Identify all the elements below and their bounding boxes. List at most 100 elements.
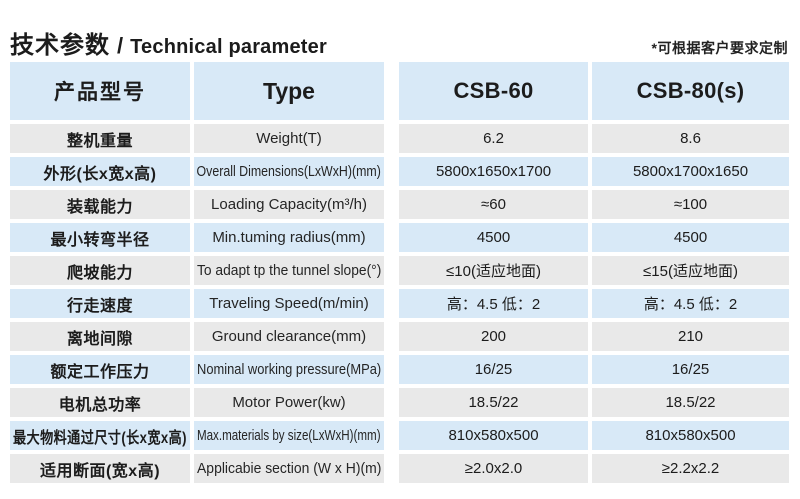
column-header-csb-60: CSB-60: [399, 62, 588, 120]
param-value-csb80: ≥2.2x2.2: [661, 460, 720, 477]
param-name-zh: 外形(长x宽x高): [43, 165, 157, 183]
param-name-en-cell: Applicabie section (W x H)(m): [194, 454, 384, 483]
param-name-zh-cell: 装载能力: [10, 190, 190, 219]
table-row: 装载能力 Loading Capacity(m³/h): [10, 190, 384, 219]
param-value-csb60-cell: 高：4.5 低：2: [399, 289, 588, 318]
left-table-header-row: 产品型号 Type: [10, 62, 384, 120]
table-row: 整机重量 Weight(T): [10, 124, 384, 153]
param-value-csb60-cell: ≈60: [399, 190, 588, 219]
left-table-body: 整机重量 Weight(T) 外形(长x宽x高) Overall Dimensi…: [10, 124, 384, 487]
param-value-csb80-cell: 210: [592, 322, 789, 351]
param-value-csb60: ≤10(适应地面): [446, 263, 541, 280]
param-name-zh: 额定工作压力: [50, 363, 150, 381]
param-value-csb80-cell: 5800x1700x1650: [592, 157, 789, 186]
page-title-english: Technical parameter: [130, 36, 327, 58]
param-value-csb80: ≈100: [673, 196, 708, 213]
title-separator: /: [117, 33, 124, 58]
right-table-body: 6.2 8.6 5800x1650x1700 5800x1700x1650 ≈6…: [399, 124, 789, 487]
param-value-csb60: 4500: [476, 229, 511, 246]
param-value-csb80-cell: ≈100: [592, 190, 789, 219]
param-name-en: Weight(T): [256, 130, 322, 147]
customization-note: *可根据客户要求定制: [651, 40, 788, 56]
param-name-zh: 离地间隙: [66, 330, 133, 348]
param-value-csb60-cell: 200: [399, 322, 588, 351]
param-name-en-cell: Loading Capacity(m³/h): [194, 190, 384, 219]
param-name-zh-cell: 最小转弯半径: [10, 223, 190, 252]
param-value-csb80: 810x580x500: [645, 427, 736, 444]
param-name-zh-cell: 离地间隙: [10, 322, 190, 351]
param-name-en-cell: Min.tuming radius(mm): [194, 223, 384, 252]
param-name-en-cell: To adapt tp the tunnel slope(°): [194, 256, 384, 285]
table-row: 外形(长x宽x高) Overall Dimensions(LxWxH)(mm): [10, 157, 384, 186]
table-row: 高：4.5 低：2 高：4.5 低：2: [399, 289, 789, 318]
column-header-csb-80s: CSB-80(s): [592, 62, 789, 120]
column-header-product-model: 产品型号: [10, 62, 190, 120]
param-value-csb80: 210: [677, 328, 704, 345]
param-name-en: Traveling Speed(m/min): [209, 295, 369, 312]
param-value-csb60: 810x580x500: [448, 427, 539, 444]
param-value-csb60-cell: ≤10(适应地面): [399, 256, 588, 285]
param-name-zh-cell: 外形(长x宽x高): [10, 157, 190, 186]
param-value-csb80: 5800x1700x1650: [632, 163, 749, 180]
param-value-csb80: 16/25: [671, 361, 710, 378]
param-value-csb60-cell: 810x580x500: [399, 421, 588, 450]
param-value-csb60: 6.2: [483, 130, 504, 147]
param-name-en: Motor Power(kw): [232, 394, 346, 411]
param-name-en: To adapt tp the tunnel slope(°): [196, 262, 382, 279]
parameter-tables: 产品型号 Type 整机重量 Weight(T) 外形(长x宽x高) Overa…: [10, 62, 790, 487]
param-name-en: Min.tuming radius(mm): [212, 229, 366, 246]
param-value-csb80: 高：4.5 低：2: [643, 296, 738, 313]
param-name-en: Applicabie section (W x H)(m): [196, 460, 382, 477]
param-value-csb60-cell: 6.2: [399, 124, 588, 153]
param-value-csb60-cell: ≥2.0x2.0: [399, 454, 588, 483]
param-value-csb80-cell: 18.5/22: [592, 388, 789, 417]
param-name-en-cell: Max.materials by size(LxWxH)(mm): [194, 421, 384, 450]
param-value-csb60-cell: 16/25: [399, 355, 588, 384]
param-name-zh-cell: 整机重量: [10, 124, 190, 153]
right-table-header-row: CSB-60 CSB-80(s): [399, 62, 789, 120]
header-bar: 技术参数 / Technical parameter *可根据客户要求定制: [0, 0, 800, 60]
table-row: 4500 4500: [399, 223, 789, 252]
param-name-zh-cell: 额定工作压力: [10, 355, 190, 384]
param-name-en: Nominal working pressure(MPa): [196, 361, 382, 378]
param-value-csb80-cell: 8.6: [592, 124, 789, 153]
table-row: 最大物料通过尺寸(长x宽x高) Max.materials by size(Lx…: [10, 421, 384, 450]
param-name-en: Overall Dimensions(LxWxH)(mm): [196, 163, 382, 180]
table-row: 810x580x500 810x580x500: [399, 421, 789, 450]
param-value-csb80-cell: ≤15(适应地面): [592, 256, 789, 285]
table-row: 行走速度 Traveling Speed(m/min): [10, 289, 384, 318]
param-value-csb60: 高：4.5 低：2: [446, 296, 541, 313]
param-value-csb80-cell: ≥2.2x2.2: [592, 454, 789, 483]
table-row: ≈60 ≈100: [399, 190, 789, 219]
param-name-en: Loading Capacity(m³/h): [211, 196, 367, 213]
param-value-csb80: 4500: [673, 229, 708, 246]
param-name-zh: 行走速度: [66, 297, 133, 315]
table-row: ≥2.0x2.0 ≥2.2x2.2: [399, 454, 789, 483]
table-row: 18.5/22 18.5/22: [399, 388, 789, 417]
param-value-csb60: 200: [480, 328, 507, 345]
param-name-zh: 最大物料通过尺寸(长x宽x高): [13, 429, 187, 447]
param-value-csb60-cell: 4500: [399, 223, 588, 252]
param-name-zh: 最小转弯半径: [50, 231, 150, 249]
column-header-type: Type: [194, 62, 384, 120]
param-name-en-cell: Traveling Speed(m/min): [194, 289, 384, 318]
param-value-csb60-cell: 18.5/22: [399, 388, 588, 417]
param-name-en-cell: Ground clearance(mm): [194, 322, 384, 351]
param-value-csb80-cell: 810x580x500: [592, 421, 789, 450]
param-name-zh-cell: 适用断面(宽x高): [10, 454, 190, 483]
param-value-csb60: 18.5/22: [468, 394, 519, 411]
param-name-en-cell: Overall Dimensions(LxWxH)(mm): [194, 157, 384, 186]
table-row: 爬坡能力 To adapt tp the tunnel slope(°): [10, 256, 384, 285]
param-name-en-cell: Weight(T): [194, 124, 384, 153]
table-row: ≤10(适应地面) ≤15(适应地面): [399, 256, 789, 285]
param-value-csb60: 5800x1650x1700: [435, 163, 552, 180]
param-name-zh-cell: 爬坡能力: [10, 256, 190, 285]
param-name-en: Ground clearance(mm): [211, 328, 367, 345]
table-row: 16/25 16/25: [399, 355, 789, 384]
table-row: 离地间隙 Ground clearance(mm): [10, 322, 384, 351]
table-row: 额定工作压力 Nominal working pressure(MPa): [10, 355, 384, 384]
param-name-en-cell: Motor Power(kw): [194, 388, 384, 417]
param-value-csb80-cell: 16/25: [592, 355, 789, 384]
param-name-zh-cell: 行走速度: [10, 289, 190, 318]
